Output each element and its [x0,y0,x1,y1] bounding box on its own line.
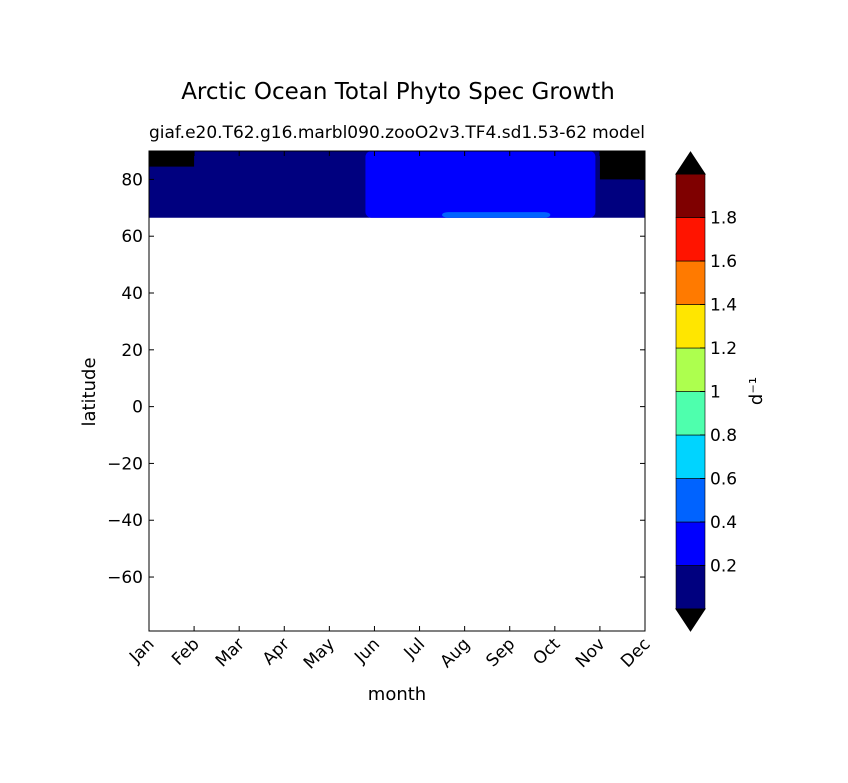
chart-subtitle-right: model [592,123,645,143]
y-tick-label: 20 [121,341,143,361]
colorbar-tick-label: 1.4 [710,296,737,316]
colorbar: 0.2 0.4 0.6 0.8 1 1.2 1.4 1.6 1.8 [675,151,737,632]
colorbar-label: d⁻¹ [746,377,767,405]
colorbar-swatch [675,217,706,262]
x-tick-label: Jul [400,634,429,663]
y-tick-label: 60 [121,227,143,247]
chart-subtitle-left: giaf.e20.T62.g16.marbl090.zooO2v3.TF4.sd… [149,123,587,143]
contour-region-below_0 [599,151,645,180]
colorbar-swatch [675,565,706,610]
x-tick-label: Sep [482,634,519,671]
colorbar-tick-label: 1.8 [710,209,737,229]
colorbar-swatch [675,260,706,305]
colorbar-swatch [675,521,706,566]
x-axis-label: month [368,684,426,705]
plot-frame [148,150,646,632]
y-tick-label: 40 [121,284,143,304]
plot-fills [149,151,645,218]
x-tick-label: Feb [168,634,203,669]
contour-region-below_0 [149,151,195,167]
x-tick-label: Dec [617,634,654,671]
contour-region-0p4-0p6 [442,212,551,218]
y-axis: 80 60 40 20 0 −20 −40 −60 [107,170,645,588]
y-axis-label: latitude [79,357,100,426]
x-tick-label: Mar [212,634,249,671]
y-tick-label: −20 [107,454,143,474]
y-tick-label: −60 [107,568,143,588]
colorbar-tick-label: 1 [710,383,721,403]
x-tick-label: Jan [125,634,158,667]
colorbar-swatch [675,434,706,479]
colorbar-tick-label: 1.2 [710,339,737,359]
x-tick-label: Apr [259,634,294,669]
colorbar-swatch [675,478,706,523]
chart-title: Arctic Ocean Total Phyto Spec Growth [181,79,615,105]
x-tick-label: Aug [437,634,475,672]
colorbar-tick-label: 0.2 [710,557,737,577]
colorbar-tick-label: 0.6 [710,470,737,490]
y-tick-label: 80 [121,170,143,190]
y-tick-label: −40 [107,511,143,531]
colorbar-swatch [675,347,706,392]
x-tick-label: May [300,634,339,673]
colorbar-swatch [675,304,706,349]
colorbar-under-arrow [675,608,706,632]
colorbar-swatch [675,173,706,218]
colorbar-tick-label: 0.8 [710,426,737,446]
x-tick-label: Jun [350,634,384,668]
y-tick-label: 0 [132,398,143,418]
colorbar-tick-label: 1.6 [710,252,737,272]
x-tick-label: Nov [572,634,610,672]
colorbar-tick-label: 0.4 [710,513,737,533]
colorbar-over-arrow [675,151,706,175]
colorbar-swatch [675,391,706,436]
x-axis: Jan Feb Mar Apr May Jun Jul Aug Sep Oct Nov Dec [125,151,655,673]
contour-region-0p2-0p4 [365,151,596,218]
x-tick-label: Oct [529,634,564,669]
